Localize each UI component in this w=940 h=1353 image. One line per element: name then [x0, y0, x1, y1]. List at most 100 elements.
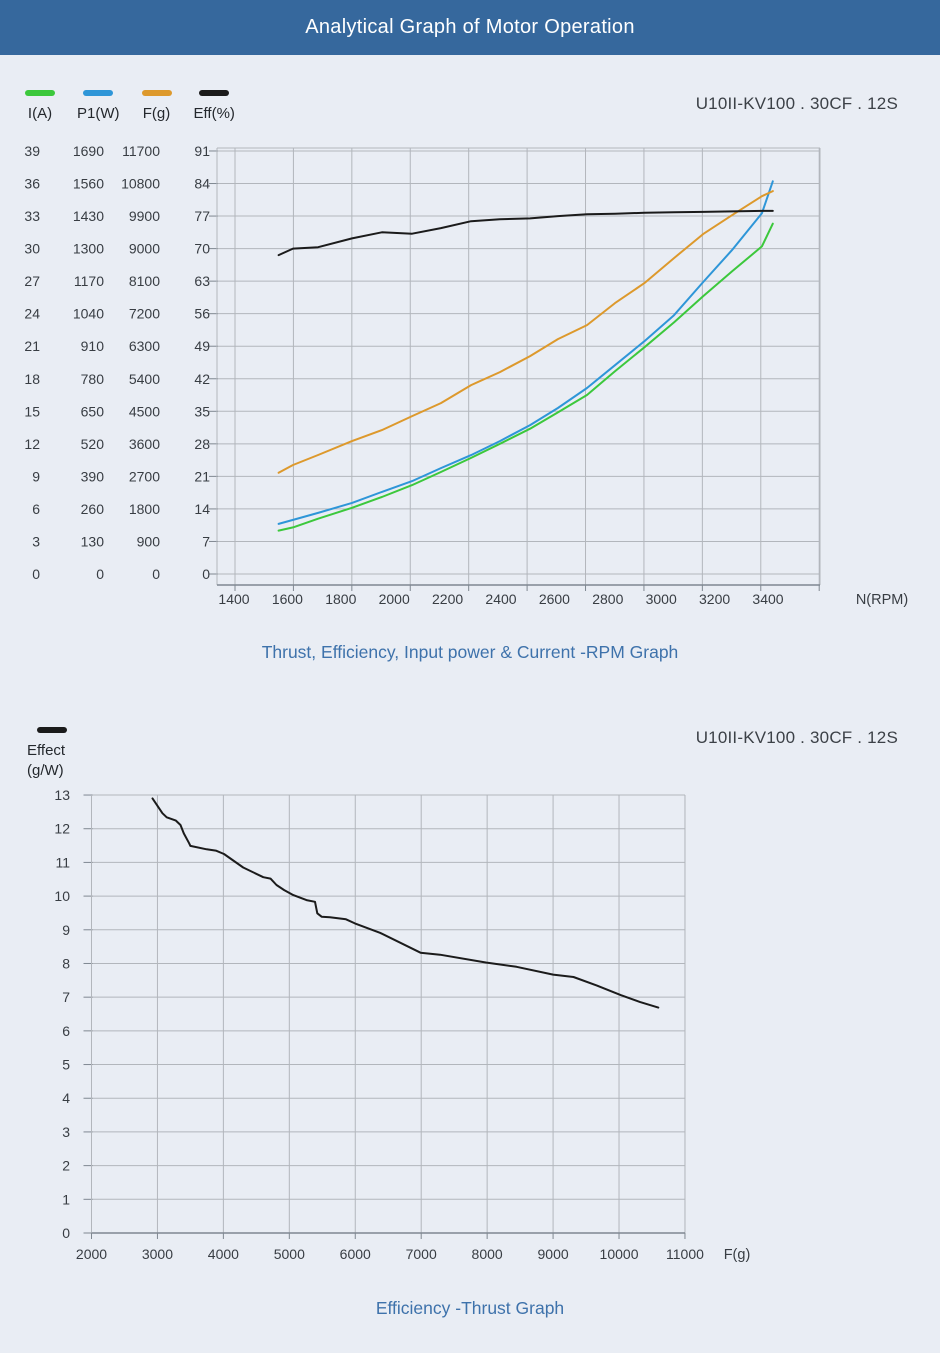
y-tick-label-ia: 33 [24, 208, 40, 224]
y-tick-label-eff: 56 [194, 306, 210, 322]
y-tick-label-ia: 6 [32, 501, 40, 517]
legend-label: F(g) [142, 105, 171, 122]
effect-legend-label: Effect [27, 742, 66, 759]
x-axis-name: F(g) [724, 1247, 751, 1263]
y-tick-label-eff: 49 [194, 338, 210, 354]
y-tick-label-p1w: 1690 [73, 143, 104, 159]
y-tick-label-eff: 70 [194, 241, 210, 257]
y-tick-label-p1w: 1560 [73, 176, 104, 192]
y-tick-label-fg: 0 [152, 566, 160, 582]
y-tick-label-eff: 77 [194, 208, 210, 224]
y-tick-label-fg: 5400 [129, 371, 160, 387]
y-tick-label-p1w: 130 [81, 533, 105, 549]
y-tick-label-ia: 9 [32, 468, 40, 484]
y-tick-label-fg: 900 [137, 533, 161, 549]
x-tick-label: 7000 [406, 1246, 437, 1262]
y-tick-label-fg: 11700 [122, 143, 160, 159]
legend-swatch [83, 90, 114, 96]
x-tick-label: 3200 [699, 591, 730, 607]
x-tick-label: 3000 [142, 1246, 173, 1262]
effect-legend-unit: (g/W) [27, 762, 64, 779]
y-tick-label-fg: 9000 [129, 241, 160, 257]
legend-item-p1w: P1(W) [77, 90, 120, 122]
y-tick-label-fg: 10800 [121, 176, 160, 192]
x-tick-label: 2000 [379, 591, 410, 607]
y-tick-label-fg: 3600 [129, 436, 160, 452]
series-line-eff [277, 209, 774, 257]
legend-item-fg: F(g) [137, 90, 177, 122]
y-tick-label-fg: 2700 [129, 468, 160, 484]
legend-swatch [199, 90, 230, 96]
y-tick-label-fg: 4500 [129, 403, 160, 419]
x-tick-label: 3000 [646, 591, 677, 607]
y-tick-label-fg: 1800 [129, 501, 160, 517]
y-tick-label: 0 [62, 1225, 70, 1241]
y-tick-label-fg: 9900 [129, 208, 160, 224]
title-bar: Analytical Graph of Motor Operation [0, 0, 940, 55]
series-line-effect [151, 797, 660, 1009]
y-tick-label-p1w: 390 [81, 468, 105, 484]
legend-label: I(A) [27, 105, 53, 122]
series-line-ia [277, 222, 774, 532]
y-tick-label-p1w: 0 [96, 566, 104, 582]
x-axis-name: N(RPM) [856, 592, 908, 608]
legend-swatch [25, 90, 55, 96]
y-tick-label-fg: 6300 [129, 338, 160, 354]
y-tick-label: 6 [62, 1023, 70, 1039]
y-tick-label-p1w: 1430 [73, 208, 104, 224]
x-tick-label: 9000 [538, 1246, 569, 1262]
y-tick-label-eff: 28 [194, 436, 210, 452]
y-tick-label-eff: 35 [194, 403, 210, 419]
y-tick-label-p1w: 520 [81, 436, 105, 452]
y-tick-label-eff: 91 [194, 143, 210, 159]
rpm-chart-legend: I(A) P1(W) F(g) Eff(%) [20, 90, 235, 122]
rpm-chart-model-label: U10II-KV100 . 30CF . 12S [695, 94, 898, 113]
y-tick-label-ia: 24 [24, 306, 40, 322]
legend-label: P1(W) [77, 105, 120, 122]
y-tick-label-ia: 12 [24, 436, 40, 452]
x-tick-label: 2600 [539, 591, 570, 607]
y-tick-label-eff: 7 [202, 533, 210, 549]
effect-legend-swatch [37, 727, 67, 733]
x-tick-label: 10000 [600, 1246, 639, 1262]
y-tick-label-eff: 14 [194, 501, 210, 517]
y-tick-label-p1w: 260 [81, 501, 105, 517]
x-tick-label: 6000 [340, 1246, 371, 1262]
y-tick-label: 4 [62, 1090, 70, 1106]
y-tick-label: 11 [55, 854, 70, 870]
y-tick-label-p1w: 1170 [74, 273, 104, 289]
y-tick-label: 7 [62, 989, 70, 1005]
thrust-chart-legend: Effect (g/W) [27, 727, 67, 781]
y-tick-label-ia: 36 [24, 176, 40, 192]
x-tick-label: 2800 [592, 591, 623, 607]
series-line-p1w [277, 180, 774, 525]
y-tick-label-p1w: 1300 [73, 241, 104, 257]
legend-swatch [141, 90, 172, 96]
page-title: Analytical Graph of Motor Operation [305, 16, 635, 38]
x-tick-label: 3400 [752, 591, 783, 607]
x-tick-label: 5000 [274, 1246, 305, 1262]
y-tick-label-fg: 8100 [129, 273, 160, 289]
y-tick-label-ia: 3 [32, 533, 40, 549]
y-tick-label: 2 [62, 1158, 70, 1174]
rpm-chart-caption: Thrust, Efficiency, Input power & Curren… [261, 642, 679, 662]
thrust-chart-model-label: U10II-KV100 . 30CF . 12S [695, 728, 898, 747]
y-tick-label-ia: 30 [24, 241, 40, 257]
legend-item-eff: Eff(%) [194, 90, 235, 122]
x-tick-label: 1400 [218, 591, 249, 607]
y-tick-label: 1 [62, 1191, 70, 1207]
y-tick-label-p1w: 910 [81, 338, 105, 354]
y-tick-label-ia: 27 [24, 273, 40, 289]
legend-label: Eff(%) [193, 105, 235, 122]
y-tick-label-fg: 7200 [129, 306, 160, 322]
y-tick-label-eff: 0 [202, 566, 210, 582]
y-tick-label-p1w: 650 [81, 403, 105, 419]
y-tick-label: 13 [54, 787, 70, 803]
y-tick-label: 5 [62, 1057, 70, 1073]
y-tick-label-ia: 18 [24, 371, 40, 387]
x-tick-label: 11000 [666, 1246, 704, 1262]
rpm-chart-plot: 1400 1600 1800 2000 2200 2400 2600 2800 3000 3200… [24, 143, 908, 608]
y-tick-label-eff: 21 [194, 468, 210, 484]
